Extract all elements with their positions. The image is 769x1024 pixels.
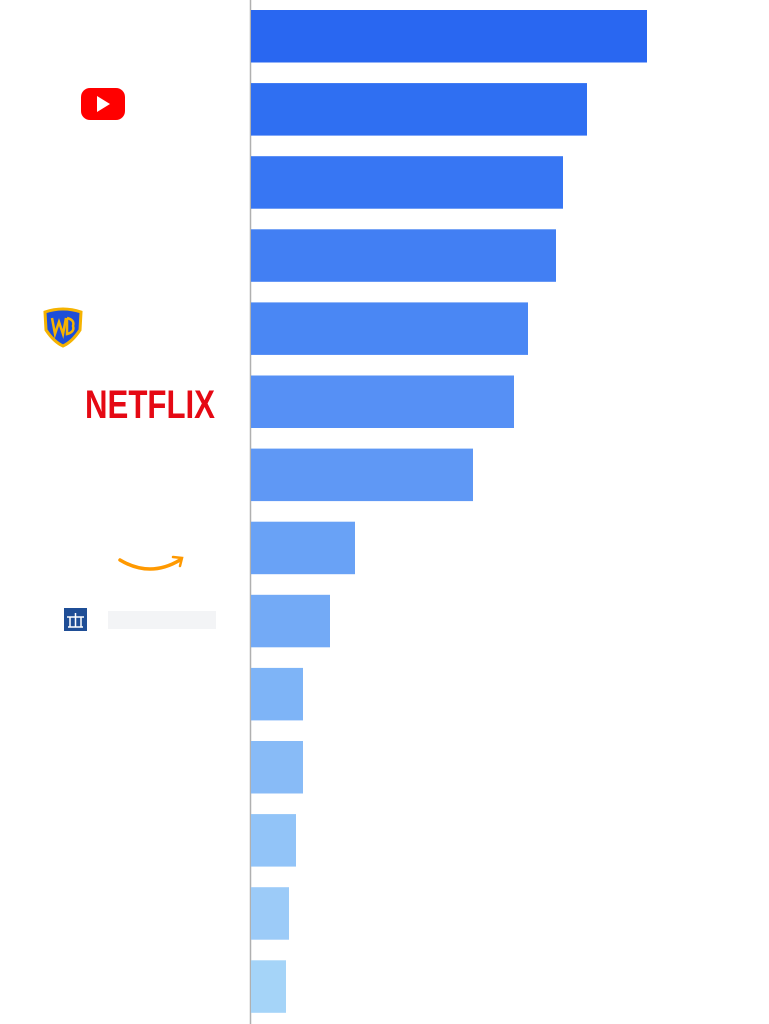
bar — [251, 10, 647, 63]
bar — [251, 814, 296, 867]
bar — [251, 521, 355, 575]
wb-logo — [43, 307, 83, 348]
youtube-logo — [81, 88, 125, 120]
bar — [251, 448, 473, 502]
bar — [251, 229, 556, 282]
bar — [251, 156, 563, 209]
bar — [251, 667, 303, 721]
amazon-logo — [118, 555, 184, 571]
bar — [251, 741, 303, 794]
netflix-logo-text: NETFLIX — [85, 383, 215, 427]
bar — [251, 887, 289, 940]
bar — [251, 302, 528, 355]
bar — [251, 960, 286, 1013]
studio-logo — [64, 608, 216, 631]
bar — [251, 83, 587, 136]
bar — [251, 375, 514, 428]
bar — [251, 594, 330, 648]
